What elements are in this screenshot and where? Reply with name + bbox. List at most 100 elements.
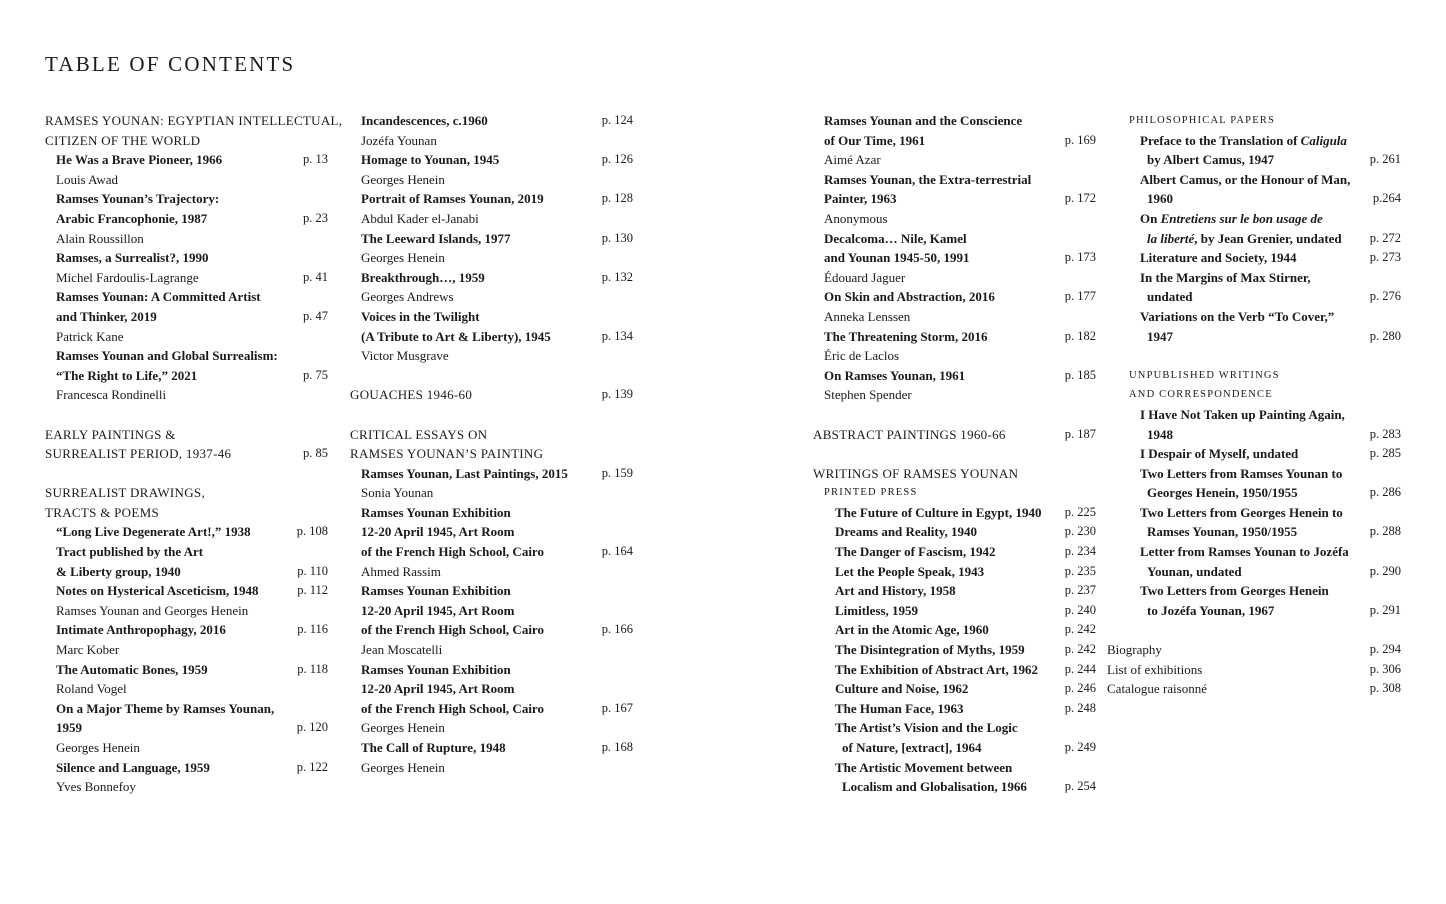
entry-author: Aimé Azar — [824, 152, 881, 168]
entry-title: Ramses Younan: A Committed Artist — [56, 289, 261, 305]
toc-line: of Our Time, 1961 p. 169 — [813, 131, 1096, 151]
page-number: p. 234 — [1064, 544, 1096, 559]
entry-title: Georges Henein, 1950/1955 — [1147, 485, 1298, 501]
italic-title-part: Caligula — [1300, 132, 1347, 148]
entry-author: Georges Henein — [361, 250, 445, 266]
entry-title: Ramses Younan Exhibition — [361, 661, 511, 677]
toc-line: Unpublished writings — [1107, 366, 1401, 386]
entry-title: Limitless, 1959 — [835, 602, 919, 618]
toc-line: Sonia Younan — [350, 483, 633, 503]
entry-title: “The Right to Life,” 2021 — [56, 367, 198, 383]
page-number: p. 173 — [1064, 250, 1096, 265]
entry-author: Victor Musgrave — [361, 348, 449, 364]
toc-line: Preface to the Translation of Caligula — [1107, 131, 1401, 151]
toc-line: The Automatic Bones, 1959 p. 118 — [45, 660, 328, 680]
page-number: p. 306 — [1369, 661, 1401, 676]
toc-line: “Long Live Degenerate Art!,” 1938 p. 108 — [45, 522, 328, 542]
toc-line: The Threatening Storm, 2016 p. 182 — [813, 327, 1096, 347]
toc-column-2: Incandescences, c.1960 p. 124 Jozéfa Youna… — [350, 111, 633, 777]
toc-line: Georges Henein — [350, 248, 633, 268]
section-heading: EARLY PAINTINGS & — [45, 426, 176, 442]
toc-line: and Younan 1945-50, 1991 p. 173 — [813, 248, 1096, 268]
page-number: p. 272 — [1369, 230, 1401, 245]
page-number: p. 169 — [1064, 132, 1096, 147]
toc-line: Decalcoma… Nile, Kamel — [813, 229, 1096, 249]
toc-line: Voices in the Twilight — [350, 307, 633, 327]
entry-title: to Jozéfa Younan, 1967 — [1147, 602, 1275, 618]
entry-title: Intimate Anthropophagy, 2016 — [56, 622, 226, 638]
subsection-heading: Printed press — [824, 487, 918, 499]
entry-title: On a Major Theme by Ramses Younan, — [56, 700, 275, 716]
toc-line: Two Letters from Georges Henein — [1107, 581, 1401, 601]
toc-line: Breakthrough…, 1959 p. 132 — [350, 268, 633, 288]
page-number: p. 308 — [1369, 681, 1401, 696]
blank-line — [350, 366, 633, 386]
entry-title: Silence and Language, 1959 — [56, 759, 210, 775]
toc-line: (A Tribute to Art & Liberty), 1945 p. 134 — [350, 327, 633, 347]
toc-line: Catalogue raisonné p. 308 — [1107, 679, 1401, 699]
toc-line: CITIZEN OF THE WORLD — [45, 131, 328, 151]
page-number: p. 187 — [1064, 426, 1096, 441]
entry-title: Ramses Younan Exhibition — [361, 504, 511, 520]
toc-line: SURREALIST PERIOD, 1937-46 p. 85 — [45, 444, 328, 464]
toc-line: The Exhibition of Abstract Art, 1962 p. 2… — [813, 660, 1096, 680]
toc-line: Victor Musgrave — [350, 346, 633, 366]
toc-line: Variations on the Verb “To Cover,” — [1107, 307, 1401, 327]
toc-line: The Human Face, 1963 p. 248 — [813, 699, 1096, 719]
entry-title: Ramses Younan, Last Paintings, 2015 — [361, 465, 568, 481]
toc-line: Anneka Lenssen — [813, 307, 1096, 327]
entry-title: Art and History, 1958 — [835, 583, 956, 599]
toc-line: “The Right to Life,” 2021 p. 75 — [45, 366, 328, 386]
toc-line: by Albert Camus, 1947 p. 261 — [1107, 150, 1401, 170]
entry-title: Ramses, a Surrealist?, 1990 — [56, 250, 209, 266]
entry-title: Incandescences, c.1960 — [361, 113, 488, 128]
page-number: p. 273 — [1369, 250, 1401, 265]
page-number: p. 285 — [1369, 446, 1401, 461]
toc-line: Localism and Globalisation, 1966 p. 254 — [813, 777, 1096, 797]
entry-title: The Danger of Fascism, 1942 — [835, 544, 996, 560]
entry-author: Ahmed Rassim — [361, 563, 441, 579]
entry-title: The Artist’s Vision and the Logic — [835, 720, 1018, 736]
page-number: p. 132 — [601, 269, 633, 284]
toc-line: Homage to Younan, 1945 p. 126 — [350, 150, 633, 170]
entry-author: Édouard Jaguer — [824, 269, 906, 285]
page-number: p. 112 — [297, 583, 328, 598]
section-heading: SURREALIST DRAWINGS, — [45, 485, 206, 501]
entry-title: Dreams and Reality, 1940 — [835, 524, 978, 540]
toc-line: Alain Roussillon — [45, 229, 328, 249]
italic-title-part: la liberté — [1147, 230, 1195, 246]
entry-title: 12-20 April 1945, Art Room — [361, 602, 515, 618]
entry-title: Ramses Younan and the Conscience — [824, 113, 1023, 128]
entry-title: and Thinker, 2019 — [56, 308, 157, 324]
page-number: p. 128 — [601, 191, 633, 206]
page-number: p. 291 — [1369, 602, 1401, 617]
entry-author: Yves Bonnefoy — [56, 779, 136, 795]
toc-line: Abdul Kader el-Janabi — [350, 209, 633, 229]
page-number: p. 110 — [297, 563, 328, 578]
toc-line: Ramses Younan, 1950/1955 p. 288 — [1107, 522, 1401, 542]
toc-line: Letter from Ramses Younan to Jozéfa — [1107, 542, 1401, 562]
page-number: p. 166 — [601, 622, 633, 637]
toc-line: Philosophical papers — [1107, 111, 1401, 131]
entry-title: Literature and Society, 1944 — [1140, 250, 1297, 266]
toc-line: Art and History, 1958 p. 237 — [813, 581, 1096, 601]
section-heading: CRITICAL ESSAYS ON — [350, 426, 488, 442]
section-heading: TRACTS & POEMS — [45, 504, 160, 520]
page-number: p. 172 — [1064, 191, 1096, 206]
entry-title: The Automatic Bones, 1959 — [56, 661, 208, 677]
toc-line: Georges Henein — [350, 170, 633, 190]
page-number: p. 276 — [1369, 289, 1401, 304]
entry-title: The Exhibition of Abstract Art, 1962 — [835, 661, 1038, 677]
entry-title: On Ramses Younan, 1961 — [824, 367, 966, 383]
toc-line: ABSTRACT PAINTINGS 1960-66 p. 187 — [813, 425, 1096, 445]
toc-line: Incandescences, c.1960 p. 124 — [350, 111, 633, 131]
entry-title: He Was a Brave Pioneer, 1966 — [56, 152, 223, 168]
entry-title: Preface to the Translation of Caligula — [1140, 131, 1347, 151]
page-number: p. 23 — [303, 210, 328, 225]
entry-author: Roland Vogel — [56, 681, 127, 697]
toc-column-3: Ramses Younan and the Conscience of Our T… — [813, 111, 1096, 797]
section-heading: CITIZEN OF THE WORLD — [45, 132, 201, 148]
entry-author: Georges Henein — [361, 171, 445, 187]
page-number: p. 286 — [1369, 485, 1401, 500]
toc-line: Printed press — [813, 483, 1096, 503]
